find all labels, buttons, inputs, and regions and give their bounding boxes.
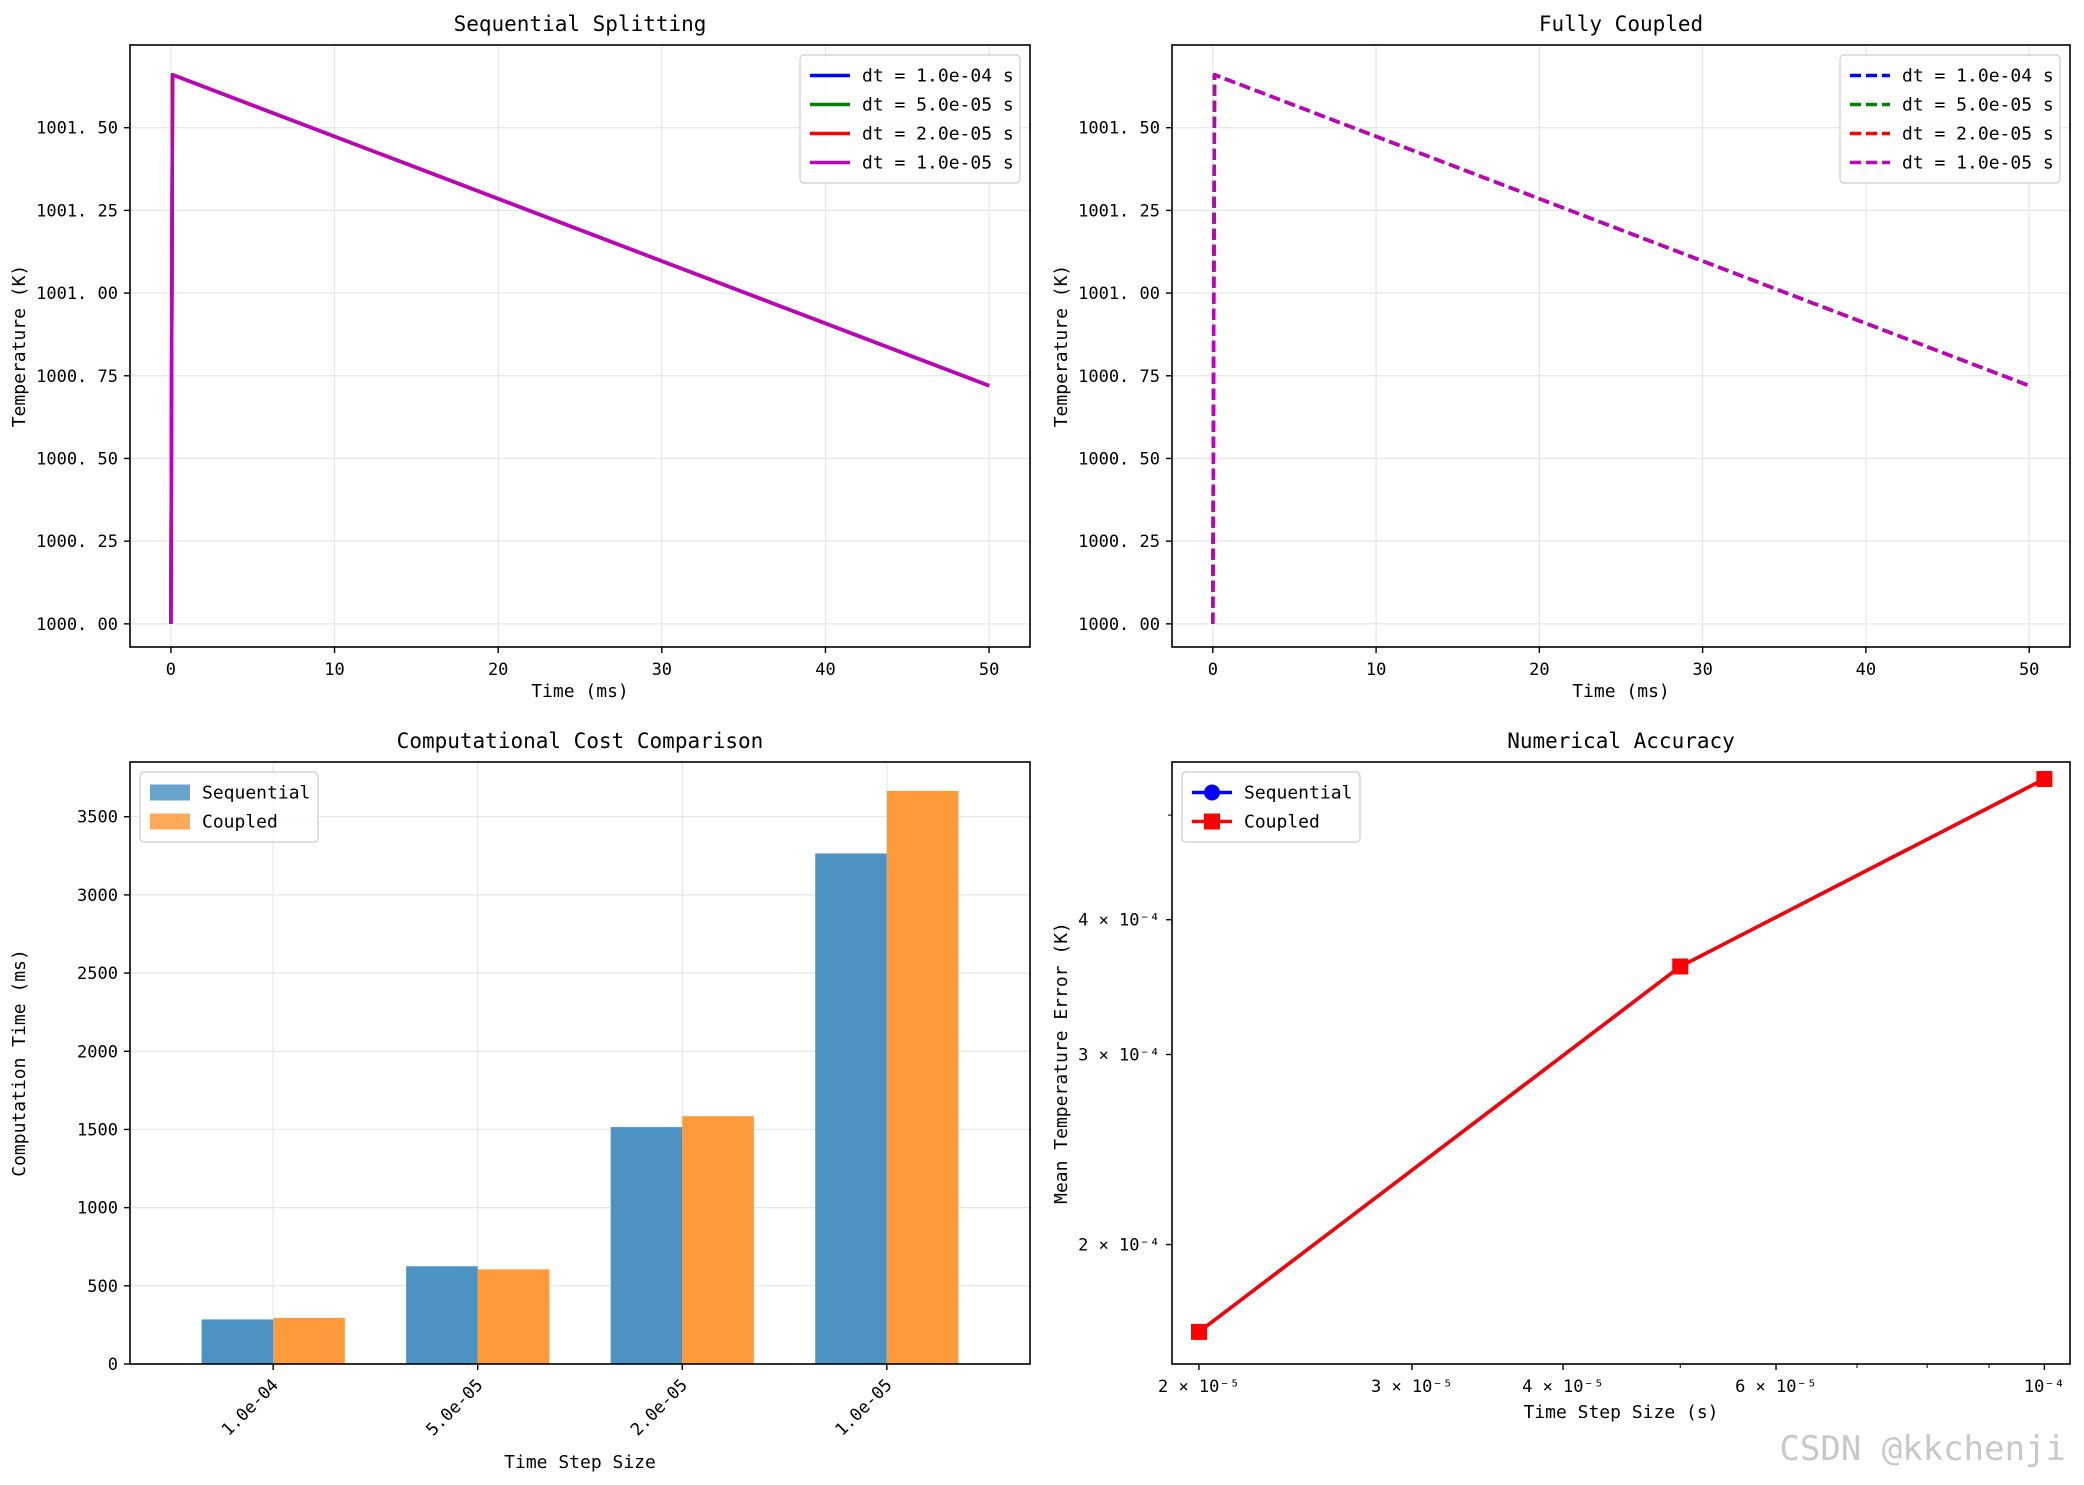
series-line-4 xyxy=(1211,73,2030,624)
y-tick-label: 2 × 10⁻⁴ xyxy=(1078,1236,1160,1256)
y-tick-label: 1001. 50 xyxy=(36,119,118,139)
chart-title: Fully Coupled xyxy=(1539,12,1703,36)
legend-label: dt = 1.0e-05 s xyxy=(1902,153,2054,174)
x-tick-label: 10⁻⁴ xyxy=(2024,1377,2065,1397)
y-tick-label: 1000 xyxy=(77,1199,118,1219)
chart-title: Sequential Splitting xyxy=(454,12,707,36)
y-tick-label: 3 × 10⁻⁴ xyxy=(1078,1046,1160,1066)
bar-sequential-3 xyxy=(610,1127,683,1364)
legend-marker xyxy=(1204,784,1220,801)
bar-coupled-4 xyxy=(886,790,959,1364)
legend-box xyxy=(1181,771,1361,843)
x-tick-label: 20 xyxy=(488,660,508,680)
x-tick-label: 10 xyxy=(1366,660,1386,680)
legend-marker xyxy=(1204,813,1220,830)
x-tick-label: 10 xyxy=(324,660,344,680)
x-tick-label: 50 xyxy=(2019,660,2039,680)
y-tick-label: 1000. 00 xyxy=(36,615,118,635)
legend-label: dt = 2.0e-05 s xyxy=(862,124,1014,145)
legend-label: Sequential xyxy=(202,783,310,804)
x-tick-label: 0 xyxy=(1208,660,1218,680)
legend-label: dt = 5.0e-05 s xyxy=(862,95,1014,116)
panel-numerical-accuracy: 2 × 10⁻⁵ 3 × 10⁻⁵ 4 × 10⁻⁵ 6 × 10⁻⁵ 10⁻⁴ 2 × … xyxy=(1051,729,2071,1423)
x-tick-label: 0 xyxy=(166,660,176,680)
x-tick-label: 40 xyxy=(1856,660,1876,680)
bar-coupled-3 xyxy=(682,1116,754,1364)
y-tick-label: 1000. 00 xyxy=(1078,615,1160,635)
x-axis-label: Time Step Size xyxy=(504,1452,656,1473)
y-axis-label: Temperature (K) xyxy=(1051,265,1072,428)
x-tick-label: 3 × 10⁻⁵ xyxy=(1371,1377,1453,1397)
chart-title: Computational Cost Comparison xyxy=(397,729,764,753)
bar-sequential-2 xyxy=(406,1266,478,1364)
x-axis-label: Time (ms) xyxy=(1572,681,1670,702)
y-tick-label: 2500 xyxy=(77,964,118,984)
bar-sequential-4 xyxy=(815,853,887,1364)
y-tick-label: 1001. 50 xyxy=(1078,119,1160,139)
y-axis-label: Temperature (K) xyxy=(9,265,30,428)
bar-coupled-1 xyxy=(273,1317,345,1364)
x-tick-label: 2 × 10⁻⁵ xyxy=(1158,1377,1240,1397)
y-tick-label: 1500 xyxy=(77,1120,118,1140)
y-tick-label: 1000. 75 xyxy=(36,367,118,387)
y-tick-label: 2000 xyxy=(77,1042,118,1062)
legend-label: Coupled xyxy=(1244,812,1320,833)
point-coupled-3 xyxy=(2036,771,2053,788)
y-axis-label: Mean Temperature Error (K) xyxy=(1051,922,1072,1204)
y-tick-label: 1000. 25 xyxy=(36,532,118,552)
axes-frame xyxy=(129,44,1031,648)
y-tick-label: 1000. 50 xyxy=(1078,449,1160,469)
y-tick-label: 1001. 00 xyxy=(36,284,118,304)
y-tick-label: 0 xyxy=(108,1355,118,1375)
y-tick-label: 1000. 50 xyxy=(36,449,118,469)
legend-swatch xyxy=(150,813,190,830)
x-tick-label: 4 × 10⁻⁵ xyxy=(1522,1377,1604,1397)
axes-frame xyxy=(1171,761,2071,1365)
y-tick-label: 1001. 25 xyxy=(1078,201,1160,221)
series-line-4 xyxy=(169,73,990,624)
y-tick-label: 1000. 75 xyxy=(1078,367,1160,387)
y-tick-label: 3500 xyxy=(77,808,118,828)
legend-label: dt = 5.0e-05 s xyxy=(1902,95,2054,116)
point-coupled-2 xyxy=(1672,958,1689,975)
legend-label: Sequential xyxy=(1244,783,1352,804)
x-tick-label: 30 xyxy=(1692,660,1712,680)
y-axis-label: Computation Time (ms) xyxy=(9,949,30,1177)
legend-label: dt = 1.0e-05 s xyxy=(862,153,1014,174)
y-tick-label: 1000. 25 xyxy=(1078,532,1160,552)
x-tick-label: 20 xyxy=(1529,660,1549,680)
x-axis-label: Time (ms) xyxy=(531,681,629,702)
x-axis-label: Time Step Size (s) xyxy=(1523,1402,1718,1423)
x-tick-label: 40 xyxy=(815,660,835,680)
legend-swatch xyxy=(150,784,190,801)
bar-coupled-2 xyxy=(477,1269,550,1364)
y-tick-label: 1001. 25 xyxy=(36,201,118,221)
y-tick-label: 3000 xyxy=(77,886,118,906)
y-tick-label: 500 xyxy=(87,1277,118,1297)
legend-box xyxy=(799,54,1021,184)
point-coupled-1 xyxy=(1190,1323,1207,1340)
x-tick-label: 30 xyxy=(652,660,672,680)
bar-sequential-1 xyxy=(201,1319,274,1364)
panel-sequential-splitting: 0 10 20 30 40 50 1000. 00 1000. 25 1000. 50 1000.… xyxy=(9,12,1031,702)
x-tick-label: 50 xyxy=(979,660,999,680)
legend-box xyxy=(1839,54,2061,184)
legend-label: dt = 1.0e-04 s xyxy=(862,66,1014,87)
legend-label: Coupled xyxy=(202,812,278,833)
legend-label: dt = 2.0e-05 s xyxy=(1902,124,2054,145)
y-tick-label: 1001. 00 xyxy=(1078,284,1160,304)
legend-label: dt = 1.0e-04 s xyxy=(1902,66,2054,87)
y-tick-label: 4 × 10⁻⁴ xyxy=(1078,911,1160,931)
panel-fully-coupled: 0 10 20 30 40 50 1000. 00 1000. 25 1000. 50 1000.… xyxy=(1051,12,2071,702)
axes-frame xyxy=(1171,44,2071,648)
x-tick-label: 6 × 10⁻⁵ xyxy=(1735,1377,1817,1397)
watermark: CSDN @kkchenji xyxy=(1779,1429,2066,1469)
axes-frame xyxy=(129,761,1031,1365)
chart-title: Numerical Accuracy xyxy=(1507,729,1735,753)
